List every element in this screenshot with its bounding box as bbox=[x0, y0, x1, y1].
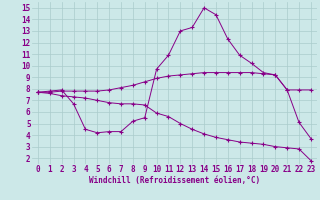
X-axis label: Windchill (Refroidissement éolien,°C): Windchill (Refroidissement éolien,°C) bbox=[89, 176, 260, 185]
